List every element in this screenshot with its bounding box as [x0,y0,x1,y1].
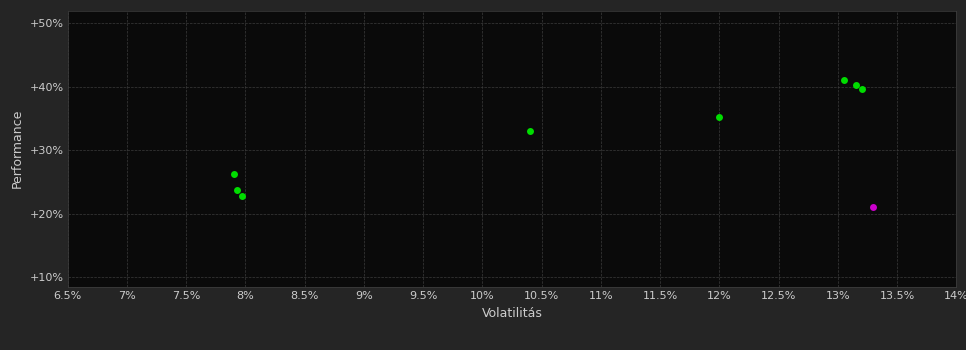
Point [836,78,851,83]
Point [522,128,537,134]
Point [234,193,249,199]
Point [854,86,869,92]
Y-axis label: Performance: Performance [11,109,24,188]
Point [712,114,727,120]
Point [848,82,864,88]
X-axis label: Volatilitás: Volatilitás [481,307,543,320]
Point [866,204,881,210]
Point [229,188,244,193]
Point [226,171,242,177]
